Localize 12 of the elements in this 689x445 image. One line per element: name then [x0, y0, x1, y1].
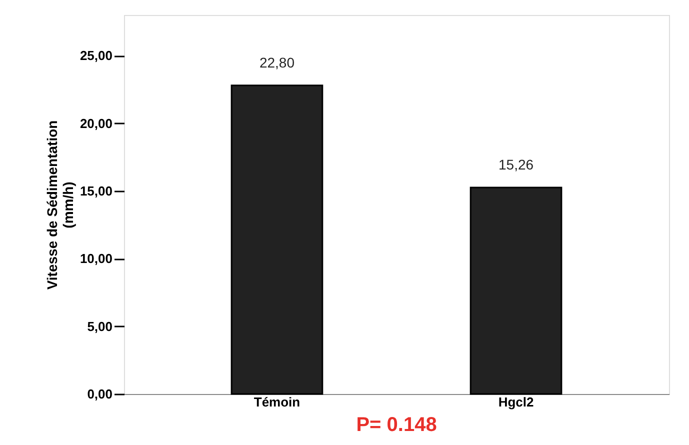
text: P= 0.148	[356, 414, 437, 436]
y-tick-label: 25,00	[80, 48, 112, 64]
x-tick-label: Hgcl2	[498, 394, 534, 410]
y-tick-label: 10,00	[80, 251, 112, 266]
y-tick-label: 5,00	[87, 318, 112, 334]
x-tick-label: Témoin	[254, 394, 300, 410]
y-tick-label: 15,00	[80, 183, 112, 198]
data-label: 22,80	[259, 54, 295, 70]
y-axis-title: Vitesse de Sédimentation (mm/h)	[44, 120, 76, 290]
y-tick-label: 0,00	[87, 386, 112, 402]
data-label: 15,26	[498, 156, 534, 172]
y-tick-label: 20,00	[80, 116, 112, 131]
